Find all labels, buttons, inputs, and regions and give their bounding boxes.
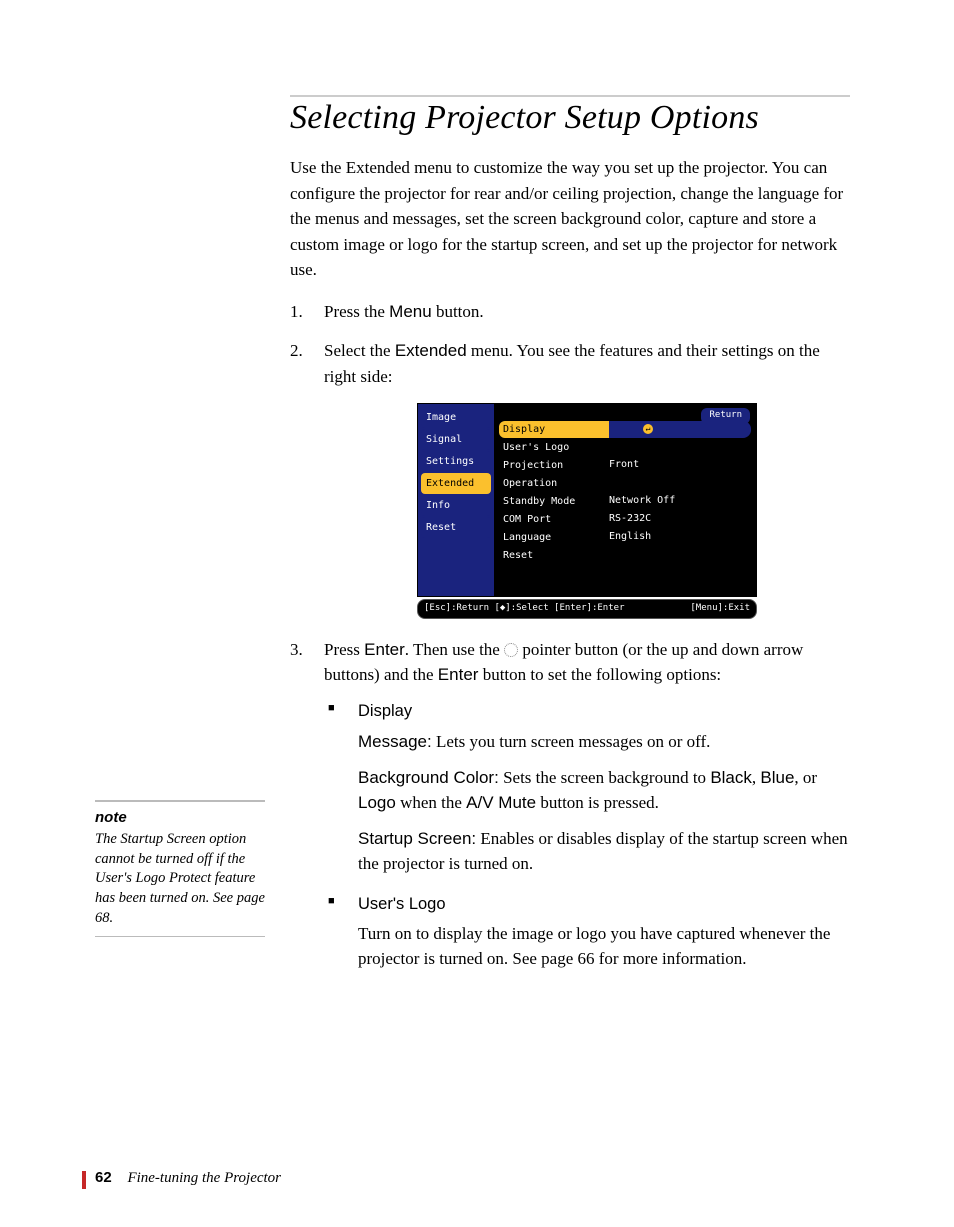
step-3-f: button to set the following options: <box>478 665 721 684</box>
opt-language: LanguageEnglish <box>499 529 751 546</box>
step-3-a: Press <box>324 640 364 659</box>
note-body: The Startup Screen option cannot be turn… <box>95 830 265 937</box>
enter-word-1: Enter <box>364 640 405 659</box>
page-footer: 62 Fine-tuning the Projector <box>95 1169 281 1187</box>
menu-panel: Return Display ↵ User's Logo ProjectionF… <box>494 404 756 596</box>
page-number: 62 <box>95 1169 112 1186</box>
bullet-users-logo: User's Logo Turn on to display the image… <box>324 891 850 972</box>
section-name: Fine-tuning the Projector <box>127 1170 281 1186</box>
startup-line: Startup Screen: Enables or disables disp… <box>358 826 850 877</box>
menu-item-reset: Reset <box>421 517 491 538</box>
opt-com-port: COM PortRS-232C <box>499 511 751 528</box>
menu-item-image: Image <box>421 407 491 428</box>
message-label: Message: <box>358 732 432 751</box>
menu-item-settings: Settings <box>421 451 491 472</box>
enter-icon: ↵ <box>643 424 653 434</box>
opt-operation: Operation <box>499 475 751 492</box>
users-logo-text: Turn on to display the image or logo you… <box>358 921 850 972</box>
step-3: Press Enter. Then use the pointer button… <box>290 637 850 972</box>
bg-label: Background Color: <box>358 768 499 787</box>
opt-users-logo: User's Logo <box>499 439 751 456</box>
step-2: Select the Extended menu. You see the fe… <box>290 338 850 619</box>
return-button: Return <box>701 408 750 424</box>
opt-projection: ProjectionFront <box>499 457 751 474</box>
users-logo-title: User's Logo <box>358 895 446 913</box>
opt-standby: Standby ModeNetwork Off <box>499 493 751 510</box>
menu-item-info: Info <box>421 495 491 516</box>
menu-item-extended: Extended <box>421 473 491 494</box>
extended-word: Extended <box>395 341 467 360</box>
startup-label: Startup Screen: <box>358 829 476 848</box>
note-rule <box>95 800 265 802</box>
step-3-c: . Then use the <box>405 640 504 659</box>
message-line: Message: Lets you turn screen messages o… <box>358 729 850 755</box>
background-line: Background Color: Sets the screen backgr… <box>358 765 850 816</box>
step-2-a: Select the <box>324 341 395 360</box>
step-1-a: Press the <box>324 302 389 321</box>
projector-menu-screenshot: Image Signal Settings Extended Info Rese… <box>417 403 757 619</box>
menu-footer: [Esc]:Return [◆]:Select [Enter]:Enter [M… <box>417 599 757 619</box>
opt-display: Display ↵ <box>499 421 751 438</box>
pointer-icon <box>504 643 518 657</box>
display-title: Display <box>358 702 412 720</box>
margin-note: note The Startup Screen option cannot be… <box>95 800 265 937</box>
menu-footer-left: [Esc]:Return [◆]:Select [Enter]:Enter <box>424 602 624 616</box>
opt-reset: Reset <box>499 547 751 564</box>
menu-word: Menu <box>389 302 432 321</box>
bullet-display: Display Message: Lets you turn screen me… <box>324 698 850 877</box>
page-heading: Selecting Projector Setup Options <box>290 95 850 137</box>
intro-paragraph: Use the Extended menu to customize the w… <box>290 155 850 283</box>
note-heading: note <box>95 808 265 828</box>
step-1-c: button. <box>432 302 484 321</box>
menu-sidebar: Image Signal Settings Extended Info Rese… <box>418 404 494 596</box>
message-text: Lets you turn screen messages on or off. <box>432 732 711 751</box>
footer-red-bar <box>82 1171 86 1189</box>
step-1: Press the Menu button. <box>290 299 850 325</box>
menu-footer-right: [Menu]:Exit <box>690 602 750 616</box>
menu-item-signal: Signal <box>421 429 491 450</box>
enter-word-2: Enter <box>438 665 479 684</box>
